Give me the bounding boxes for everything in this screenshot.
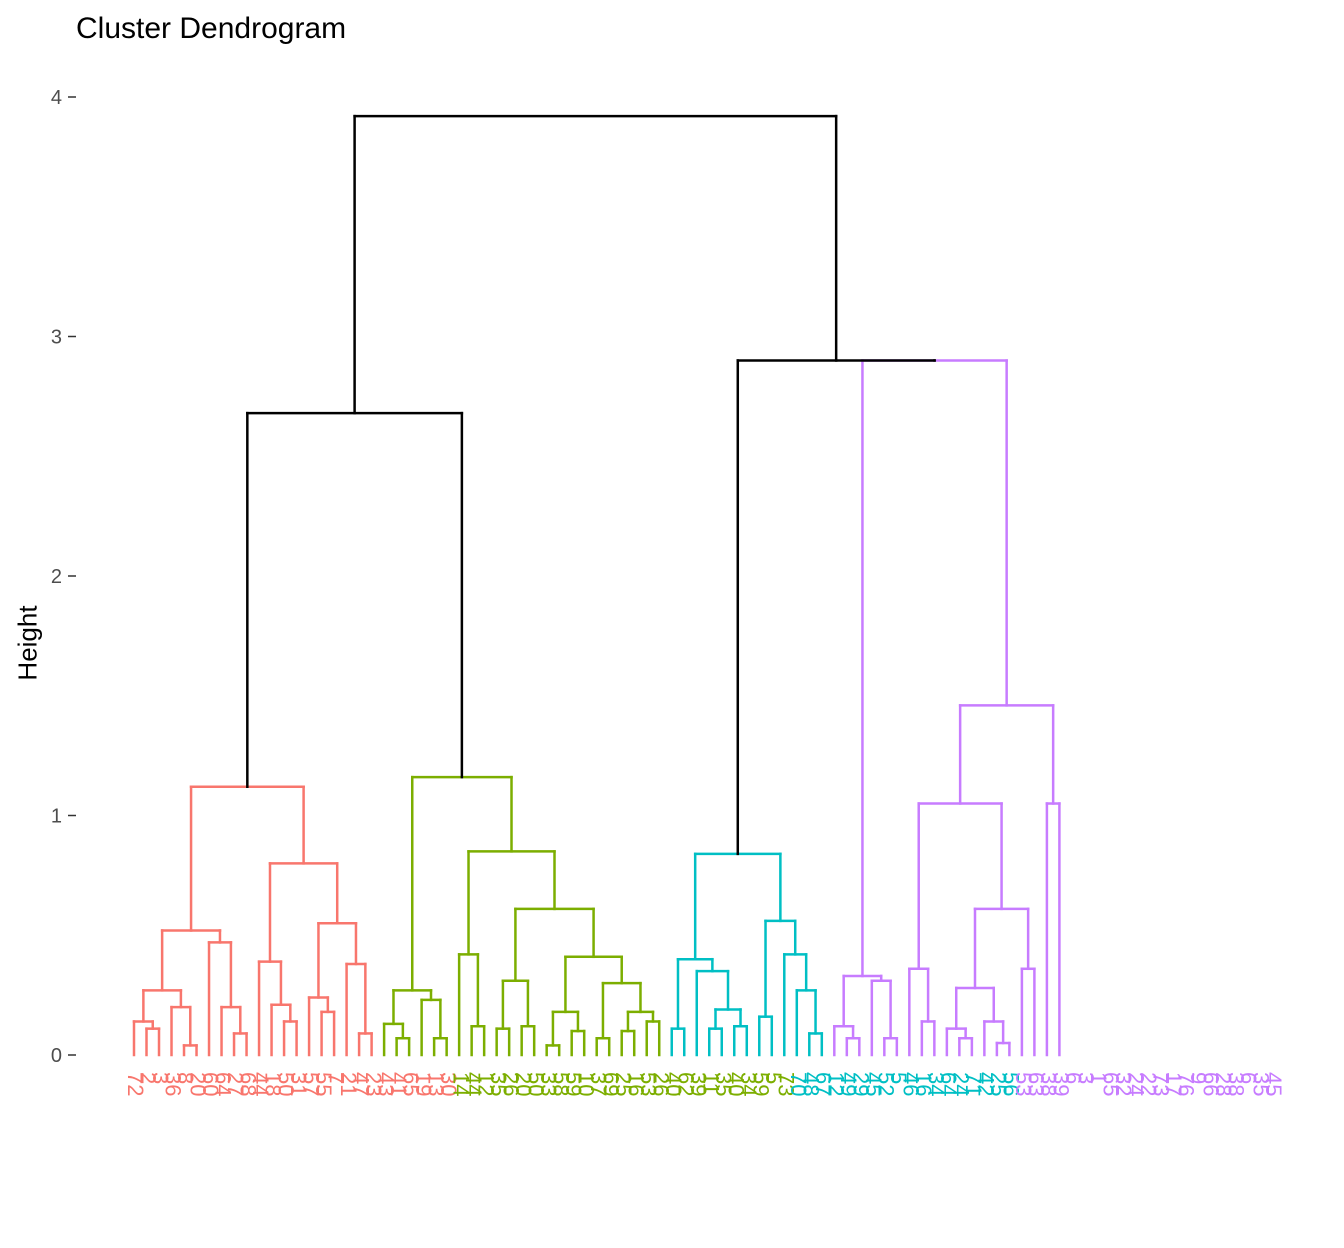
leaf-label: 53 xyxy=(1011,1072,1036,1096)
leaf-label: 25 xyxy=(611,1072,636,1096)
leaf-label: 11 xyxy=(698,1072,723,1095)
leaf-label: 6 xyxy=(1236,1072,1261,1084)
leaf-label: 27 xyxy=(223,1072,248,1096)
leaf-label: 21 xyxy=(336,1072,361,1096)
leaf-label: 32 xyxy=(1111,1072,1136,1096)
leaf-label: 35 xyxy=(1249,1072,1274,1096)
leaf-label: 44 xyxy=(461,1072,486,1096)
leaf-label: 13 xyxy=(423,1072,448,1096)
leaf-label: 22 xyxy=(1136,1072,1161,1096)
y-tick-label: 3 xyxy=(51,327,62,349)
leaf-label: 5 xyxy=(886,1072,911,1084)
leaf-label: 42 xyxy=(974,1072,999,1096)
leaf-label: 65 xyxy=(1099,1072,1124,1096)
leaf-label: 12 xyxy=(823,1072,848,1096)
leaf-label: 3 xyxy=(1074,1072,1099,1084)
y-tick-label: 1 xyxy=(51,806,62,828)
leaf-label: 70 xyxy=(786,1072,811,1096)
leaf-label: 53 xyxy=(636,1072,661,1096)
leaf-label: 52 xyxy=(874,1072,899,1096)
leaf-label: 50 xyxy=(523,1072,548,1096)
leaf-label: 5 xyxy=(761,1072,786,1084)
leaf-label: 33 xyxy=(536,1072,561,1096)
leaf-label: 59 xyxy=(748,1072,773,1096)
leaf-label: 23 xyxy=(361,1072,386,1096)
leaf-label: 56 xyxy=(999,1072,1024,1096)
leaf-label: 28 xyxy=(1211,1072,1236,1096)
leaf-label: 48 xyxy=(798,1072,823,1096)
leaf-label: 60 xyxy=(198,1072,223,1096)
leaf-label: 38 xyxy=(1224,1072,1249,1096)
leaf-label: 39 xyxy=(686,1072,711,1096)
leaf-label: 47 xyxy=(348,1072,373,1096)
leaf-label: 25 xyxy=(986,1072,1011,1096)
leaf-label: 44 xyxy=(248,1072,273,1096)
leaf-label: 20 xyxy=(186,1072,211,1096)
y-tick-label: 0 xyxy=(51,1045,62,1067)
leaf-label: 63 xyxy=(1024,1072,1049,1096)
leaf-label: 40 xyxy=(723,1072,748,1096)
leaf-label: 8 xyxy=(173,1072,198,1084)
leaf-label: 6 xyxy=(1061,1072,1086,1084)
leaf-label: 66 xyxy=(1199,1072,1224,1096)
leaf-label: 2 xyxy=(136,1072,161,1084)
leaf-label: 58 xyxy=(548,1072,573,1096)
leaf-label: 67 xyxy=(811,1072,836,1096)
leaf-label: 38 xyxy=(1036,1072,1061,1096)
leaf-label: 76 xyxy=(1174,1072,1199,1096)
leaf-label: 26 xyxy=(648,1072,673,1096)
leaf-label: 57 xyxy=(298,1072,323,1096)
leaf-label: 1 xyxy=(1086,1072,1111,1084)
leaf-label: 16 xyxy=(911,1072,936,1096)
leaf-label: 37 xyxy=(586,1072,611,1096)
leaf-label: 59 xyxy=(561,1072,586,1096)
leaf-label: 35 xyxy=(711,1072,736,1096)
leaf-label: 64 xyxy=(211,1072,236,1096)
leaf-label: 35 xyxy=(486,1072,511,1096)
leaf-label: 43 xyxy=(373,1072,398,1096)
leaf-label: 64 xyxy=(936,1072,961,1096)
leaf-label: 69 xyxy=(598,1072,623,1096)
leaf-label: 62 xyxy=(673,1072,698,1096)
leaf-label: 36 xyxy=(161,1072,186,1096)
leaf-label: 26 xyxy=(498,1072,523,1096)
leaf-label: 12 xyxy=(473,1072,498,1096)
leaf-label: 72 xyxy=(123,1072,148,1096)
leaf-label: 34 xyxy=(736,1072,761,1096)
leaf-label: 50 xyxy=(273,1072,298,1096)
leaf-label: 71 xyxy=(961,1072,986,1096)
leaf-label: 9 xyxy=(1186,1072,1211,1084)
leaf-label: 18 xyxy=(261,1072,286,1096)
leaf-label: 17 xyxy=(1161,1072,1186,1096)
leaf-label: 40 xyxy=(661,1072,686,1096)
leaf-label: 3 xyxy=(148,1072,173,1084)
leaf-label: 24 xyxy=(949,1072,974,1096)
leaf-label: 7 xyxy=(323,1072,348,1084)
leaf-label: 16 xyxy=(623,1072,648,1096)
y-tick-label: 4 xyxy=(51,87,62,109)
leaf-label: 41 xyxy=(386,1072,411,1096)
leaf-label: 65 xyxy=(398,1072,423,1096)
leaf-label: 73 xyxy=(1149,1072,1174,1096)
leaf-label: 24 xyxy=(1124,1072,1149,1096)
leaf-label: 30 xyxy=(436,1072,461,1096)
leaf-label: 34 xyxy=(924,1072,949,1096)
y-tick-label: 2 xyxy=(51,566,62,588)
leaf-label: 45 xyxy=(1261,1072,1286,1096)
leaf-label: 20 xyxy=(511,1072,536,1096)
chart-title: Cluster Dendrogram xyxy=(76,12,347,45)
leaf-label: 73 xyxy=(773,1072,798,1096)
leaf-label: 14 xyxy=(448,1072,473,1096)
leaf-label: 10 xyxy=(573,1072,598,1096)
leaf-label: 31 xyxy=(286,1072,311,1096)
leaf-label: 46 xyxy=(899,1072,924,1096)
leaf-label: 68 xyxy=(236,1072,261,1096)
leaf-label: 29 xyxy=(849,1072,874,1096)
leaf-label: 19 xyxy=(411,1072,436,1096)
leaf-label: 49 xyxy=(836,1072,861,1096)
leaf-label: 39 xyxy=(1049,1072,1074,1096)
leaf-label: 55 xyxy=(311,1072,336,1096)
leaf-label: 45 xyxy=(861,1072,886,1096)
